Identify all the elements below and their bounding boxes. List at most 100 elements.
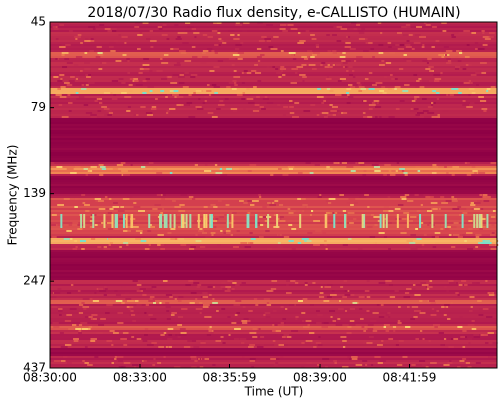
spectrum-row <box>50 160 497 162</box>
spectrum-cell <box>199 302 203 304</box>
spectrum-cell <box>361 28 366 30</box>
spectrum-cell <box>207 316 212 318</box>
spectrum-cell <box>443 364 450 366</box>
spectrum-cell <box>61 44 66 46</box>
spectrum-cell <box>372 56 375 58</box>
spectrum-cell <box>345 310 348 312</box>
spectrum-cell <box>191 366 197 368</box>
spectrum-cell <box>222 342 226 344</box>
spectrum-row <box>50 278 497 280</box>
spectrum-cell <box>392 326 397 328</box>
spectrum-cell <box>84 204 90 206</box>
spectrum-cell <box>380 304 384 306</box>
spectrum-cell <box>115 294 121 296</box>
spectrum-cell <box>78 304 84 306</box>
spectrum-cell <box>197 358 200 360</box>
spectrum-cell <box>316 46 319 48</box>
spectrum-cell <box>279 68 287 70</box>
spectrum-cell <box>201 340 206 342</box>
spectrum-cell <box>81 84 85 86</box>
spectrum-cell <box>347 212 355 214</box>
spectrum-cell <box>356 56 363 58</box>
spectrum-cell <box>57 224 64 226</box>
spectrum-cell <box>123 242 129 244</box>
spectrum-cell <box>123 362 131 364</box>
spectrum-cell <box>177 36 181 38</box>
spectrum-cell <box>136 290 142 292</box>
spectrum-cell <box>108 46 114 48</box>
spectrum-cell <box>301 342 304 344</box>
spectrum-cell <box>90 338 97 340</box>
spectrum-cell <box>142 68 150 70</box>
spectrum-cell <box>254 64 259 66</box>
spectrum-cell <box>279 218 282 220</box>
spectrum-cell <box>467 248 474 250</box>
spectrum-cell <box>426 62 429 64</box>
spectrum-cell <box>409 110 417 112</box>
spectrum-cell <box>191 46 196 48</box>
spectrum-cell <box>199 366 204 368</box>
spectrum-cell <box>103 108 110 110</box>
spectrum-cell <box>103 92 111 94</box>
spectrum-cell <box>262 98 269 100</box>
spectrum-cell <box>266 102 274 104</box>
spectrum-cell <box>280 66 285 68</box>
spectrum-cell <box>256 48 262 50</box>
spectrum-cell <box>152 208 158 210</box>
spectrum-cell <box>341 60 346 62</box>
spectrum-cell <box>170 238 175 240</box>
spectrum-row <box>50 252 497 254</box>
spectrum-cell <box>352 322 359 324</box>
spectrum-row <box>50 56 497 58</box>
spectrum-cell <box>91 238 96 240</box>
spectrum-cell <box>419 300 423 302</box>
spectrum-cell <box>421 364 428 366</box>
spectrum-cell <box>469 296 475 298</box>
spectrum-cell <box>201 232 208 234</box>
spectrum-cell <box>444 306 447 308</box>
spectrum-cell <box>158 28 163 30</box>
spectrum-cell <box>366 310 370 312</box>
spectrum-row <box>50 166 497 168</box>
spectrum-cell <box>90 116 97 118</box>
spectrum-row <box>50 298 497 300</box>
spectrum-cell <box>220 174 228 176</box>
spectrum-spike <box>333 214 336 228</box>
spectrum-cell <box>369 162 376 164</box>
spectrum-cell <box>287 166 295 168</box>
spectrum-cell <box>419 36 426 38</box>
spectrum-cell <box>490 216 496 218</box>
spectrum-cell <box>352 76 356 78</box>
spectrum-cell <box>279 28 286 30</box>
spectrum-cell <box>368 336 374 338</box>
spectrum-cell <box>157 234 164 236</box>
spectrum-row <box>50 42 497 44</box>
spectrum-cell <box>139 32 143 34</box>
spectrum-cell <box>459 360 465 362</box>
spectrum-cell <box>109 42 116 44</box>
x-tick-label: 08:41:59 <box>383 371 437 385</box>
spectrum-cell <box>339 194 344 196</box>
spectrum-cell <box>459 52 463 54</box>
spectrum-cell <box>410 318 416 320</box>
spectrum-cell <box>106 340 113 342</box>
spectrum-cell <box>300 198 306 200</box>
spectrum-cell <box>369 236 376 238</box>
spectrum-cell <box>106 222 114 224</box>
spectrum-cell <box>451 198 457 200</box>
spectrum-cell <box>405 24 411 26</box>
spectrum-cell <box>394 208 401 210</box>
spectrum-cell <box>133 206 141 208</box>
spectrum-row <box>50 130 497 132</box>
spectrum-spike <box>486 214 489 228</box>
spectrum-cell <box>107 30 112 32</box>
spectrum-row <box>50 360 497 362</box>
spectrum-spike <box>197 214 200 228</box>
spectrum-spike <box>160 214 163 228</box>
spectrum-row <box>50 88 497 90</box>
spectrum-cell <box>217 104 225 106</box>
spectrum-cell <box>375 82 383 84</box>
spectrum-row <box>50 92 497 94</box>
spectrum-row <box>50 186 497 188</box>
spectrum-cell <box>160 334 165 336</box>
